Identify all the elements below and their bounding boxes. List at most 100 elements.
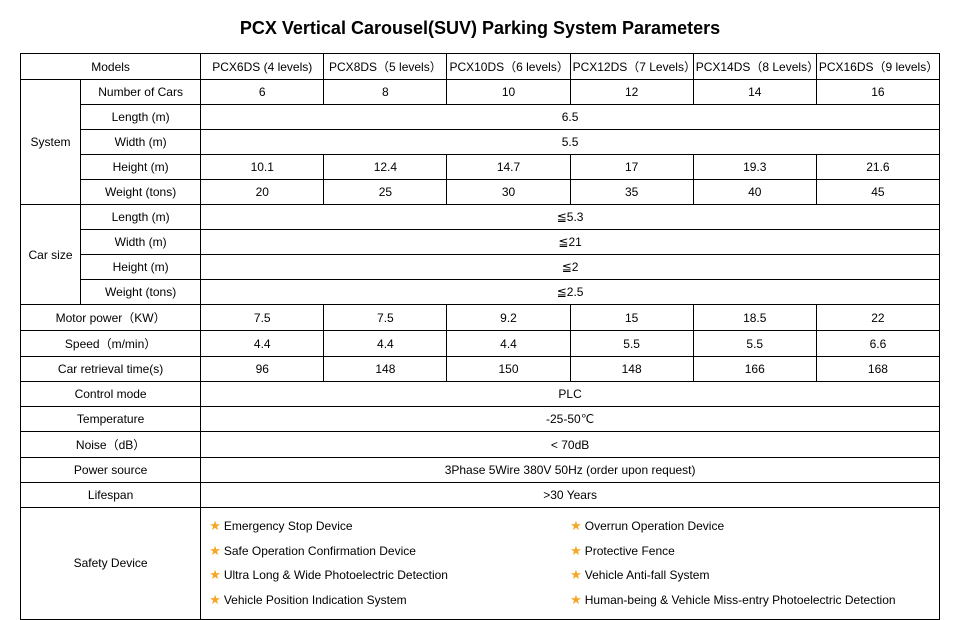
safety-text: Overrun Operation Device [585,519,724,533]
cell: >30 Years [201,483,940,508]
safety-text: Safe Operation Confirmation Device [224,544,416,558]
table-row: Car retrieval time(s) 96 148 150 148 166… [21,357,940,382]
cell: 5.5 [570,331,693,357]
cell: 3Phase 5Wire 380V 50Hz (order upon reque… [201,458,940,483]
cell: 6.6 [816,331,939,357]
table-row: Car size Length (m) ≦5.3 [21,205,940,230]
table-row: Noise（dB） < 70dB [21,432,940,458]
list-item: ★Safe Operation Confirmation Device [209,539,570,564]
cell: 12 [570,80,693,105]
row-label: Width (m) [81,130,201,155]
table-row: Motor power（KW） 7.5 7.5 9.2 15 18.5 22 [21,305,940,331]
table-row: Models PCX6DS (4 levels) PCX8DS（5 levels… [21,54,940,80]
cell: 10 [447,80,570,105]
row-label: Speed（m/min） [21,331,201,357]
table-row: Width (m) ≦21 [21,230,940,255]
row-label: Car retrieval time(s) [21,357,201,382]
safety-text: Vehicle Position Indication System [224,593,407,607]
cell: ≦2.5 [201,280,940,305]
group-carsize: Car size [21,205,81,305]
table-row: Control mode PLC [21,382,940,407]
header-m6: PCX16DS（9 levels） [816,54,939,80]
header-m5: PCX14DS（8 Levels） [693,54,816,80]
row-label: Weight (tons) [81,180,201,205]
list-item: ★Protective Fence [570,539,931,564]
page-title: PCX Vertical Carousel(SUV) Parking Syste… [20,18,940,39]
star-icon: ★ [209,539,221,564]
cell: 4.4 [324,331,447,357]
list-item: ★Ultra Long & Wide Photoelectric Detecti… [209,563,570,588]
star-icon: ★ [209,514,221,539]
cell: 150 [447,357,570,382]
cell: 166 [693,357,816,382]
cell: 9.2 [447,305,570,331]
star-icon: ★ [570,539,582,564]
cell: 5.5 [693,331,816,357]
cell: 18.5 [693,305,816,331]
row-label: Lifespan [21,483,201,508]
table-row: Height (m) ≦2 [21,255,940,280]
star-icon: ★ [209,588,221,613]
row-label: Number of Cars [81,80,201,105]
cell: 15 [570,305,693,331]
row-label: Length (m) [81,205,201,230]
safety-text: Ultra Long & Wide Photoelectric Detectio… [224,568,448,582]
list-item: ★Vehicle Position Indication System [209,588,570,613]
table-row: Weight (tons) 20 25 30 35 40 45 [21,180,940,205]
cell: 30 [447,180,570,205]
cell: 168 [816,357,939,382]
header-m1: PCX6DS (4 levels) [201,54,324,80]
row-label: Length (m) [81,105,201,130]
row-label: Height (m) [81,255,201,280]
list-item: ★Vehicle Anti-fall System [570,563,931,588]
cell: 4.4 [447,331,570,357]
cell: 5.5 [201,130,940,155]
list-item: ★Human-being & Vehicle Miss-entry Photoe… [570,588,931,613]
cell: -25-50℃ [201,407,940,432]
cell: 14 [693,80,816,105]
cell: 16 [816,80,939,105]
row-label: Noise（dB） [21,432,201,458]
list-item: ★Overrun Operation Device [570,514,931,539]
cell: 35 [570,180,693,205]
table-row: Temperature -25-50℃ [21,407,940,432]
table-row: Safety Device ★Emergency Stop Device ★Sa… [21,508,940,620]
cell: 148 [324,357,447,382]
cell: < 70dB [201,432,940,458]
cell: ≦21 [201,230,940,255]
cell: ≦5.3 [201,205,940,230]
cell: 6 [201,80,324,105]
safety-text: Emergency Stop Device [224,519,353,533]
header-m2: PCX8DS（5 levels） [324,54,447,80]
cell: 96 [201,357,324,382]
row-label: Width (m) [81,230,201,255]
cell: 148 [570,357,693,382]
table-row: Width (m) 5.5 [21,130,940,155]
cell: 20 [201,180,324,205]
row-label: Weight (tons) [81,280,201,305]
cell: 8 [324,80,447,105]
group-system: System [21,80,81,205]
cell: PLC [201,382,940,407]
cell: 25 [324,180,447,205]
cell: 17 [570,155,693,180]
cell: 10.1 [201,155,324,180]
cell: ≦2 [201,255,940,280]
star-icon: ★ [570,588,582,613]
cell: 12.4 [324,155,447,180]
table-row: Lifespan >30 Years [21,483,940,508]
parameters-table: Models PCX6DS (4 levels) PCX8DS（5 levels… [20,53,940,620]
table-row: Height (m) 10.1 12.4 14.7 17 19.3 21.6 [21,155,940,180]
table-row: Length (m) 6.5 [21,105,940,130]
cell: 22 [816,305,939,331]
table-row: Power source 3Phase 5Wire 380V 50Hz (ord… [21,458,940,483]
cell: 7.5 [201,305,324,331]
header-models: Models [21,54,201,80]
safety-cell: ★Emergency Stop Device ★Safe Operation C… [201,508,940,620]
cell: 21.6 [816,155,939,180]
star-icon: ★ [570,514,582,539]
cell: 40 [693,180,816,205]
cell: 6.5 [201,105,940,130]
cell: 14.7 [447,155,570,180]
table-row: Speed（m/min） 4.4 4.4 4.4 5.5 5.5 6.6 [21,331,940,357]
